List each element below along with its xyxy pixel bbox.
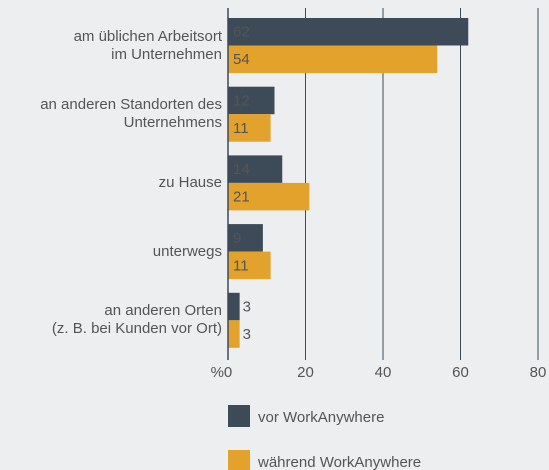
bar [228,224,263,252]
x-tick-label: 80 [530,364,547,381]
bar [228,18,469,46]
value-label: 3 [243,326,251,343]
legend-label: während WorkAnywhere [257,454,421,470]
x-tick-label: 0 [224,364,232,381]
bar [228,114,271,142]
value-label: 62 [233,24,250,41]
category-label: an anderen Orten (z. B. bei Kunden vor O… [51,302,222,338]
value-label: 11 [233,120,249,137]
category-label: am üblichen Arbeitsort im Unternehmen [73,27,222,63]
x-tick-label: 40 [375,364,392,381]
bar [228,86,275,115]
bar [228,320,240,348]
legend-swatch [228,405,250,427]
bar [228,45,438,73]
legend-swatch [228,450,250,470]
bar [228,292,240,321]
x-tick-label: 60 [452,364,469,381]
value-label: 11 [233,257,249,274]
bar [228,155,283,183]
value-label: 9 [233,230,241,247]
category-label: an anderen Standorten des Unternehmens [40,96,222,132]
bar [228,251,271,280]
value-label: 12 [233,92,250,109]
value-label: 21 [233,189,250,206]
x-tick-label: 20 [297,364,314,381]
category-label: zu Hause [158,173,222,191]
legend-label: vor WorkAnywhere [258,409,384,426]
value-label: 54 [233,51,250,68]
bar [228,182,310,211]
value-label: 3 [243,299,251,316]
x-axis-label: % [211,364,224,381]
value-label: 14 [233,161,250,178]
category-label: unterwegs [152,242,222,260]
